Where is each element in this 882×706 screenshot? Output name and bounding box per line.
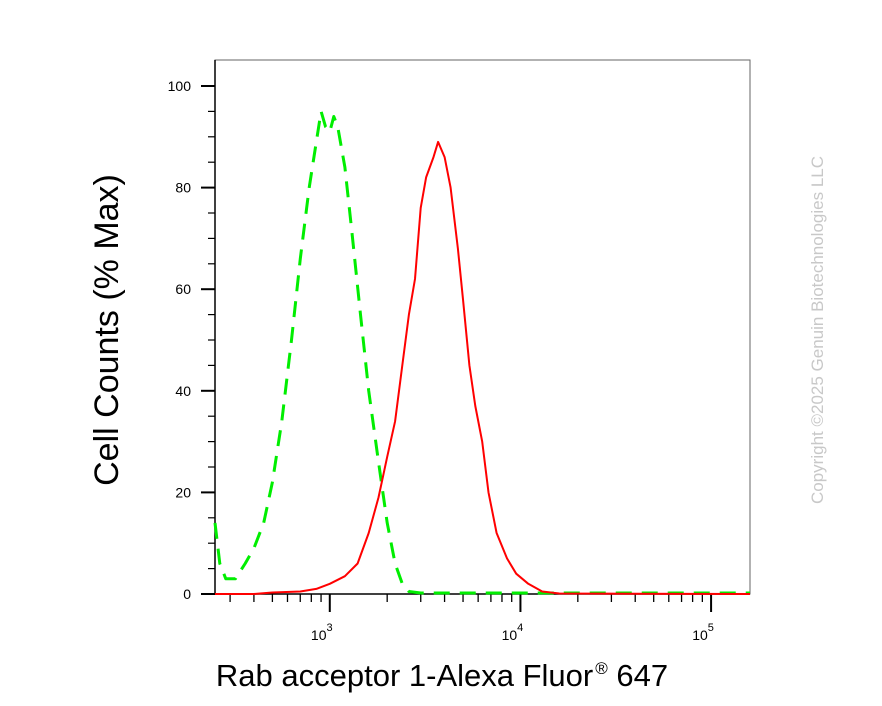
copyright-watermark: Copyright ©2025 Genuin Biotechnologies L… bbox=[808, 156, 827, 504]
series-line-2 bbox=[215, 140, 751, 595]
x-axis-title: Rab acceptor 1-Alexa Fluor ® 647 bbox=[216, 658, 668, 693]
x-axis-ticks: 103 104 105 bbox=[229, 594, 714, 643]
x-tick-label: 103 bbox=[311, 622, 333, 643]
y-tick-label: 40 bbox=[175, 383, 191, 399]
series-layer bbox=[213, 109, 751, 595]
y-axis-ticks: 0 20 40 60 80 100 bbox=[168, 78, 215, 602]
y-tick-label: 100 bbox=[168, 78, 192, 94]
x-axis-title-main: Rab acceptor 1-Alexa Fluor bbox=[216, 658, 593, 693]
x-tick-label: 104 bbox=[502, 622, 524, 643]
y-tick-label: 60 bbox=[175, 281, 191, 297]
y-axis-title: Cell Counts (% Max) bbox=[88, 174, 126, 486]
y-tick-label: 20 bbox=[175, 484, 191, 500]
x-axis-title-suffix: 647 bbox=[608, 658, 668, 693]
y-tick-label: 0 bbox=[183, 586, 191, 602]
plot-frame bbox=[214, 59, 751, 595]
series-line-1 bbox=[213, 109, 750, 595]
y-tick-label: 80 bbox=[175, 180, 191, 196]
x-tick-label: 105 bbox=[692, 622, 714, 643]
x-axis-title-registered: ® bbox=[595, 659, 608, 678]
